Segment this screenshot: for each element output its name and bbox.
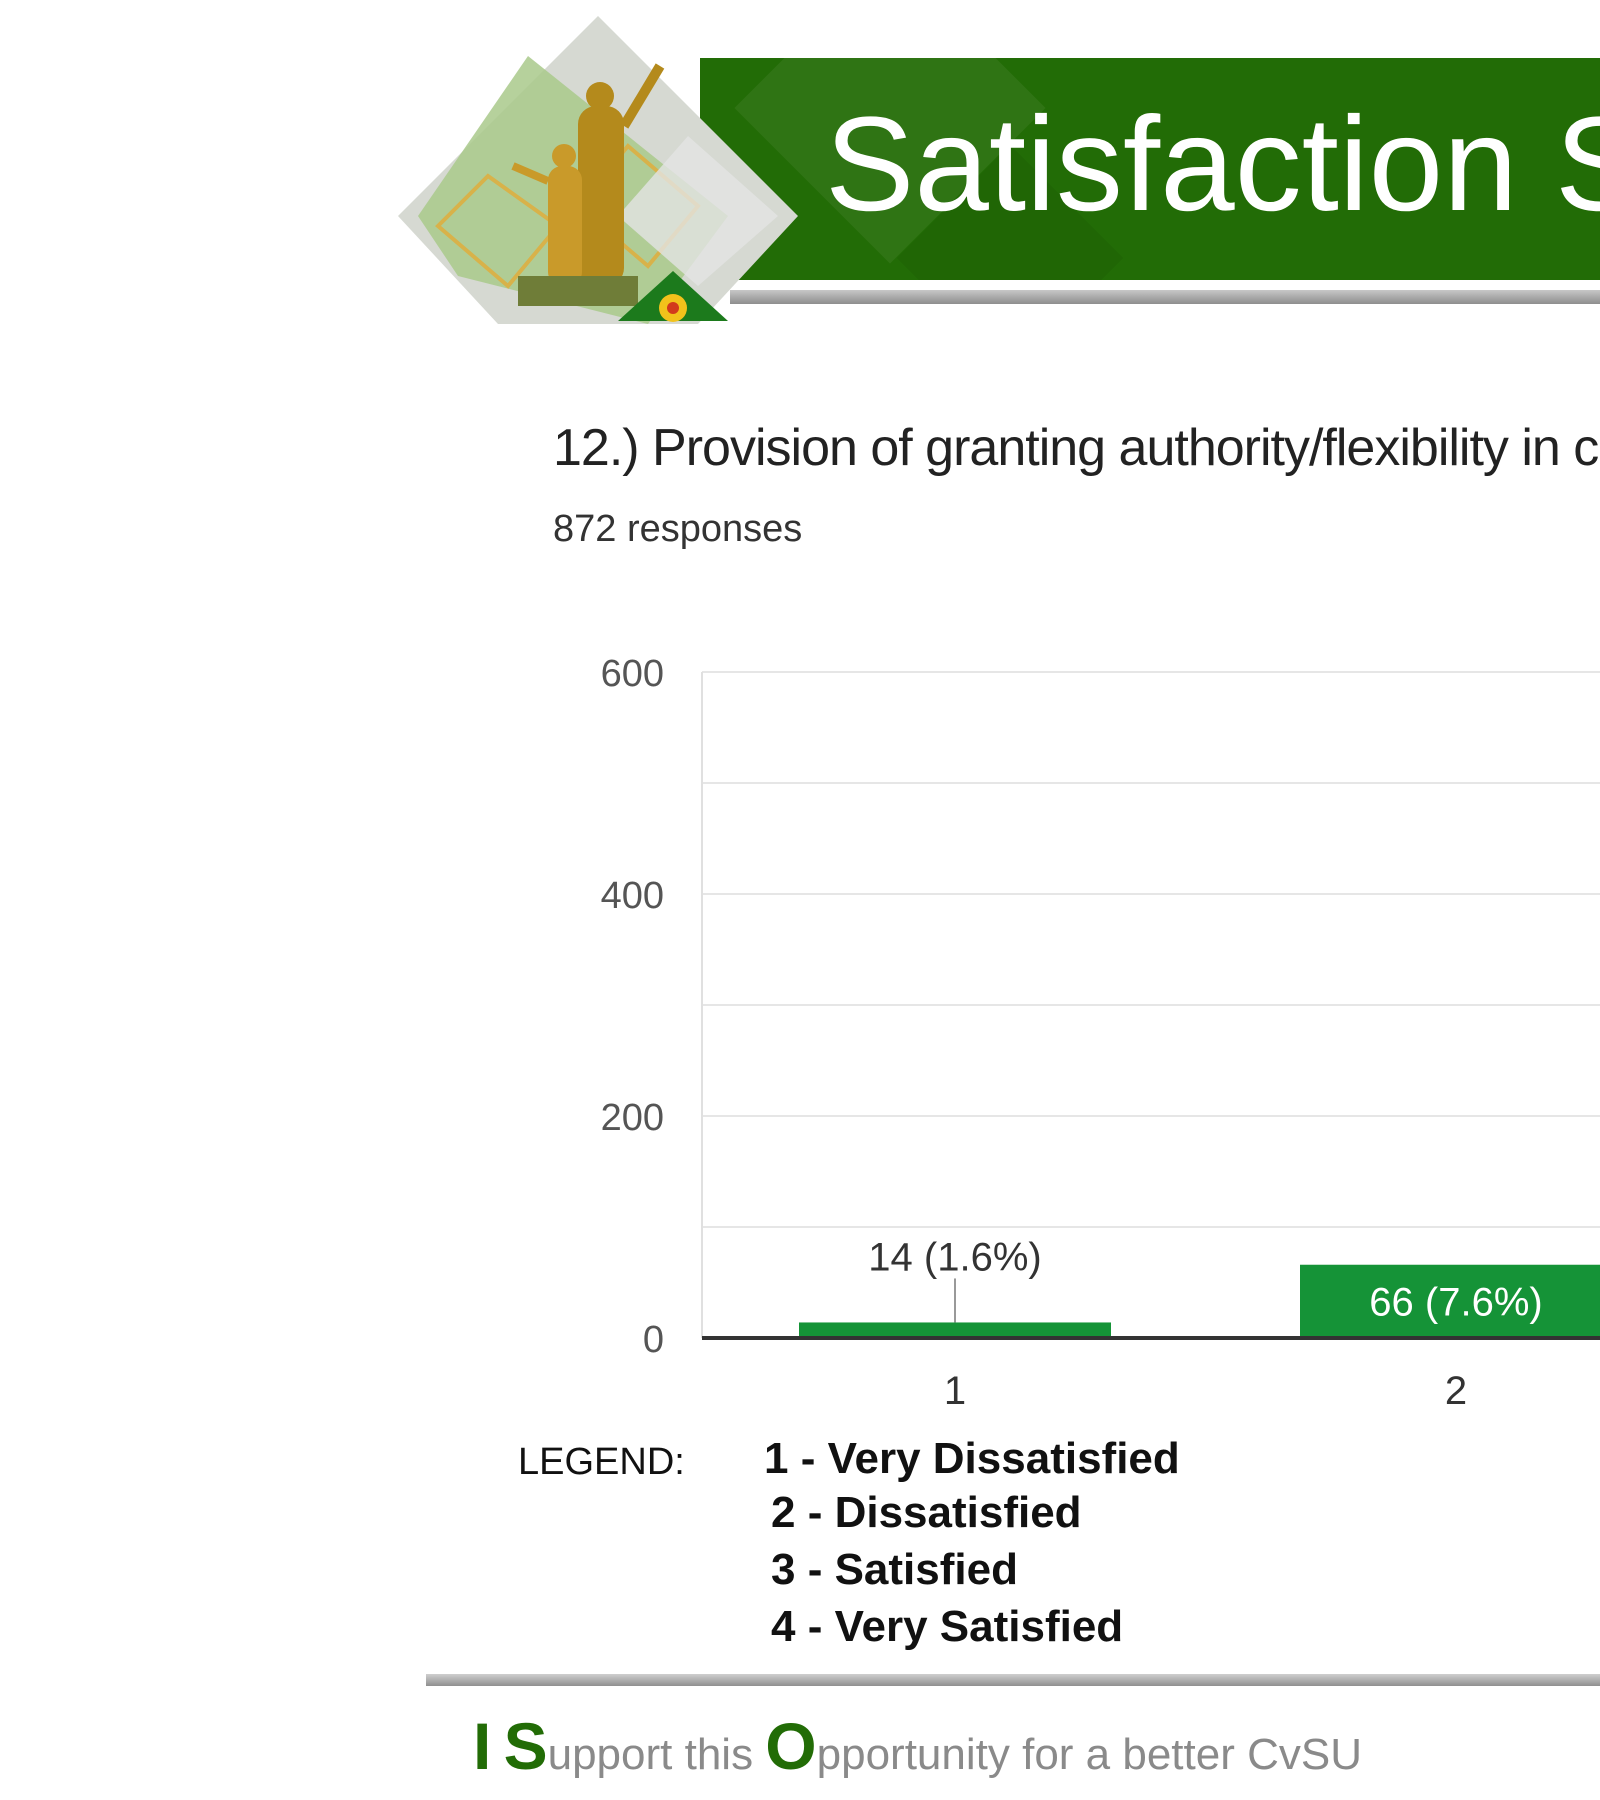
footer-letter-s: S	[503, 1709, 548, 1783]
legend-item-4: 4 - Very Satisfied	[771, 1602, 1124, 1651]
data-label: 14 (1.6%)	[868, 1235, 1041, 1279]
footer-text-opportunity: pportunity for a better CvSU	[816, 1730, 1362, 1779]
footer-letter-i: I	[473, 1709, 492, 1783]
question-title: 12.) Provision of granting authority/fle…	[553, 419, 1599, 477]
y-tick-label: 400	[601, 875, 664, 917]
response-count: 872 responses	[553, 508, 803, 550]
data-label: 66 (7.6%)	[1369, 1280, 1542, 1324]
legend-item-1: 1 - Very Dissatisfied	[764, 1434, 1180, 1483]
bar-2	[1300, 1264, 1600, 1338]
header-banner	[700, 58, 1600, 280]
y-tick-label: 200	[601, 1097, 664, 1139]
footer-text-support: upport this	[547, 1730, 766, 1779]
legend-label: LEGEND:	[518, 1441, 685, 1483]
bar-1	[799, 1322, 1111, 1338]
x-tick-label: 1	[944, 1369, 966, 1413]
banner-shadow	[730, 290, 1600, 304]
y-tick-label: 0	[643, 1319, 664, 1361]
banner-title: Satisfaction S	[825, 90, 1600, 239]
footer-divider	[426, 1674, 1600, 1686]
y-tick-label: 600	[601, 653, 664, 695]
x-tick-label: 2	[1445, 1369, 1467, 1413]
university-logo	[398, 16, 798, 324]
legend-item-3: 3 - Satisfied	[771, 1545, 1018, 1594]
legend-item-2: 2 - Dissatisfied	[771, 1488, 1082, 1537]
footer-letter-o: O	[765, 1709, 817, 1783]
footer-slogan: I Support this Opportunity for a better …	[473, 1708, 1362, 1784]
